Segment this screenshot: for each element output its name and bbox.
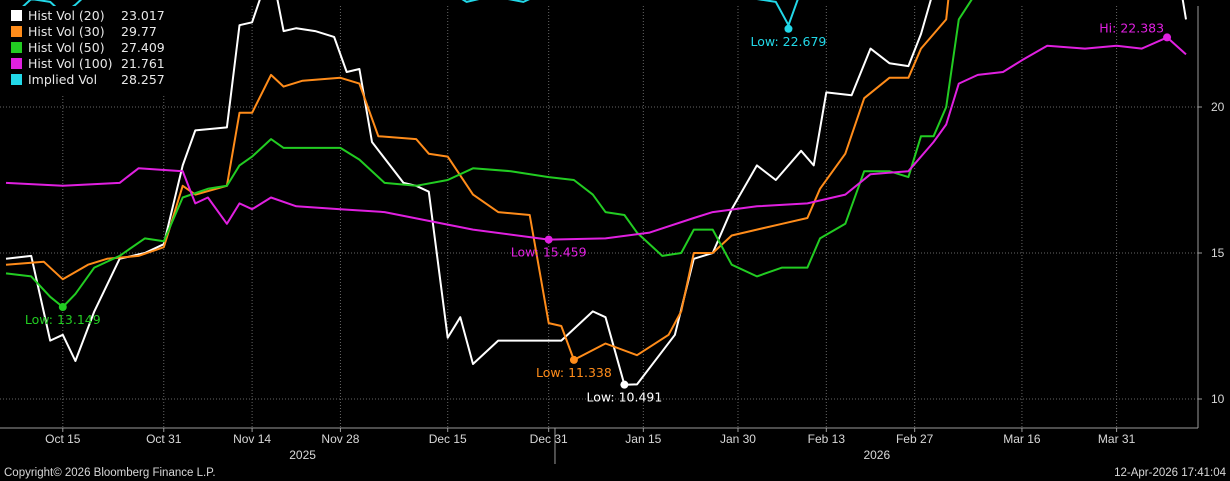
x-tick-label: Oct 15: [45, 432, 81, 446]
legend-last-value: 27.409: [121, 40, 165, 55]
extreme-label: Low: 22.679: [751, 34, 827, 49]
hist-vol-30-line: [5, 0, 950, 361]
timestamp-text: 12-Apr-2026 17:41:04: [1114, 467, 1226, 479]
grid: [0, 6, 1198, 428]
legend-box: [3, 6, 165, 94]
legend-last-value: 21.761: [121, 56, 165, 71]
legend-series-name: Hist Vol (100): [28, 56, 113, 71]
extreme-point-marker: [620, 380, 629, 389]
x-tick-label: Dec 15: [429, 432, 467, 446]
extreme-label: Hi: 22.383: [1099, 20, 1164, 35]
extreme-point-marker: [1163, 33, 1172, 42]
legend-series-name: Implied Vol: [28, 72, 97, 87]
hist-vol-50-line: [5, 0, 973, 308]
year-label: 2025: [289, 448, 316, 462]
x-tick-label: Mar 31: [1098, 432, 1136, 446]
extreme-point-marker: [58, 303, 67, 312]
x-tick-label: Oct 31: [146, 432, 182, 446]
x-tick-label: Dec 31: [530, 432, 568, 446]
x-tick-label: Nov 14: [233, 432, 271, 446]
legend-last-value: 23.017: [121, 8, 165, 23]
y-tick-label: 20: [1211, 100, 1225, 114]
legend-swatch: [11, 74, 22, 85]
year-label: 2026: [863, 448, 890, 462]
x-tick-label: Nov 28: [321, 432, 359, 446]
extreme-label: Low: 15.459: [511, 245, 587, 260]
legend-series-name: Hist Vol (30): [28, 24, 105, 39]
legend-swatch: [11, 42, 22, 53]
legend-swatch: [11, 58, 22, 69]
extreme-label: Low: 11.338: [536, 365, 612, 380]
hist-vol-100-line: [5, 36, 1187, 241]
legend: Hist Vol (20) 23.017 Hist Vol (30) 29.77 His…: [3, 6, 165, 94]
extreme-label: Low: 10.491: [586, 390, 662, 405]
annotation-layer: Low: 13.149 Low: 15.459 Low: 11.338 Low: 10…: [25, 20, 1172, 405]
legend-last-value: 29.77: [121, 24, 157, 39]
copyright-text: Copyright© 2026 Bloomberg Finance L.P.: [4, 467, 216, 479]
legend-series-name: Hist Vol (50): [28, 40, 105, 55]
extreme-label: Low: 13.149: [25, 312, 101, 327]
x-tick-label: Jan 15: [625, 432, 661, 446]
x-tick-label: Feb 13: [808, 432, 846, 446]
extreme-point-marker: [784, 24, 793, 33]
y-tick-label: 15: [1211, 246, 1225, 260]
legend-swatch: [11, 26, 22, 37]
extreme-point-marker: [569, 355, 578, 364]
y-tick-label: 10: [1211, 392, 1225, 406]
x-tick-label: Feb 27: [896, 432, 934, 446]
legend-last-value: 28.257: [121, 72, 165, 87]
x-tick-label: Jan 30: [720, 432, 756, 446]
legend-swatch: [11, 10, 22, 21]
legend-series-name: Hist Vol (20): [28, 8, 105, 23]
extreme-point-marker: [544, 235, 553, 244]
x-tick-label: Mar 16: [1003, 432, 1041, 446]
